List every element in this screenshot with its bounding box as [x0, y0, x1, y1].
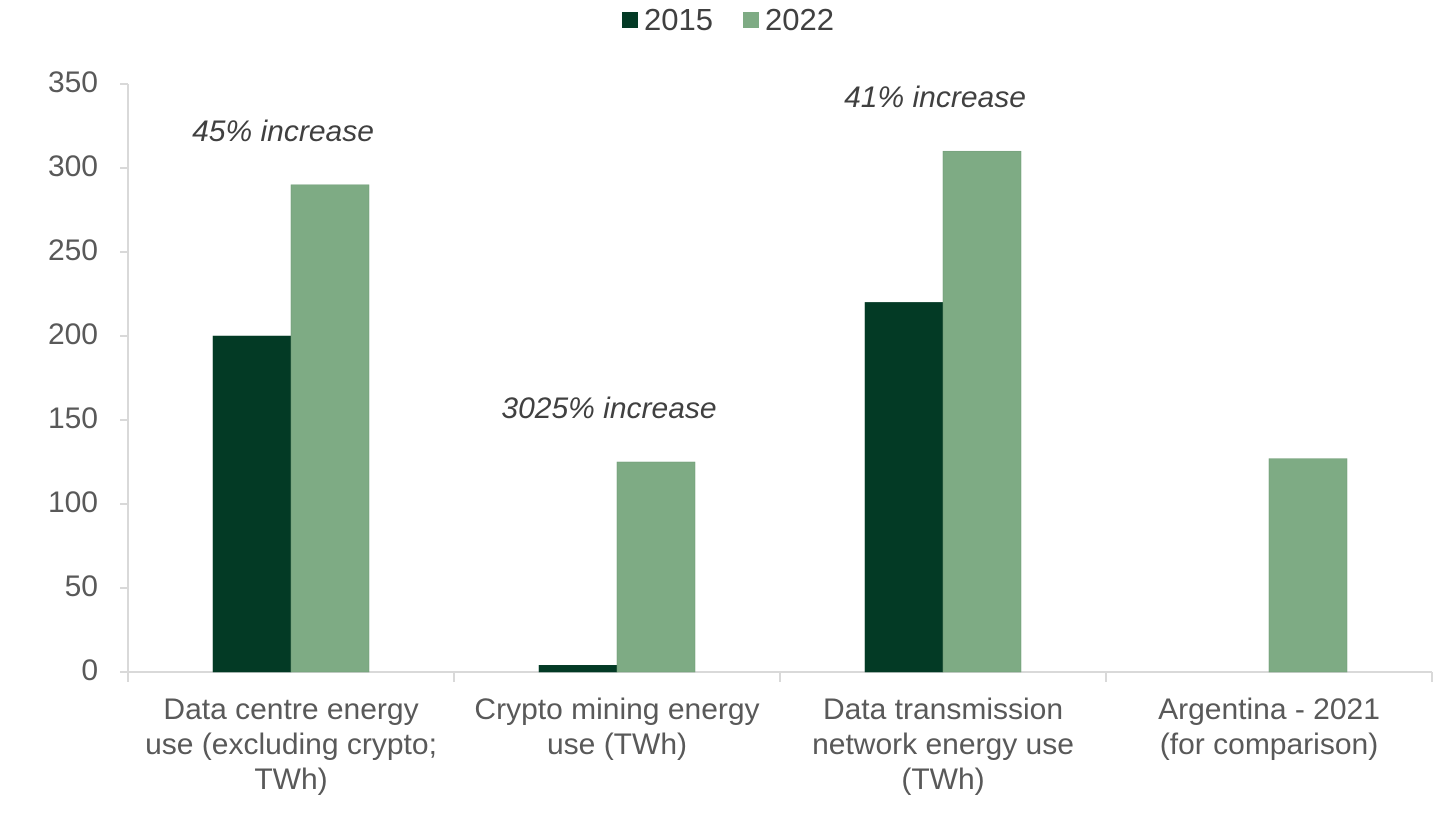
x-category-label-line: TWh)	[254, 763, 328, 796]
increase-annotation: 45% increase	[192, 114, 374, 148]
increase-annotation: 41% increase	[844, 81, 1026, 115]
bar-2015-2	[538, 665, 618, 673]
legend-swatch-2015	[622, 12, 639, 28]
x-category-label: Data centre energy use (excluding crypto;…	[128, 692, 454, 797]
bar-2015-1	[212, 335, 292, 673]
x-category-label-line: Data centre energy	[163, 693, 419, 726]
increase-annotation: 3025% increase	[501, 392, 717, 425]
x-category-label-line: (TWh)	[901, 763, 985, 796]
y-tick-label: 100	[47, 486, 98, 519]
legend-swatch-2022	[743, 12, 759, 28]
y-tick-label: 350	[47, 66, 98, 99]
legend-label-2015: 2015	[644, 2, 713, 37]
legend-item-2022: 2022	[743, 2, 834, 38]
x-category-label-line: Crypto mining energy	[474, 693, 760, 726]
legend-label-2022: 2022	[765, 2, 834, 37]
bar-2015-3	[864, 302, 944, 673]
legend-item-2015: 2015	[622, 2, 713, 38]
y-tick-label: 150	[47, 402, 98, 435]
x-category-label-line: use (excluding crypto;	[145, 728, 437, 761]
y-tick-label: 300	[47, 150, 98, 183]
x-category-label: Argentina - 2021 (for comparison)	[1106, 692, 1432, 762]
x-category-label-line: (for comparison)	[1159, 728, 1379, 761]
y-tick-label: 50	[64, 570, 98, 603]
y-tick-label: 0	[81, 654, 98, 687]
bar-2022-3	[942, 150, 1022, 673]
x-category-label-line: Data transmission	[822, 693, 1064, 726]
x-category-label: Data transmission network energy use (TWh)	[780, 692, 1106, 797]
legend: 2015 2022	[0, 2, 1456, 38]
bar-2022-1	[290, 184, 370, 673]
y-tick-label: 250	[47, 234, 98, 267]
x-category-label-line: Argentina - 2021	[1158, 693, 1380, 726]
bar-2022-4	[1268, 458, 1348, 673]
x-category-label-line: network energy use	[812, 728, 1074, 761]
x-category-label-line: use (TWh)	[546, 728, 687, 761]
x-category-label: Crypto mining energy use (TWh)	[454, 692, 780, 762]
y-tick-label: 200	[47, 318, 98, 351]
bar-2022-2	[616, 461, 696, 673]
